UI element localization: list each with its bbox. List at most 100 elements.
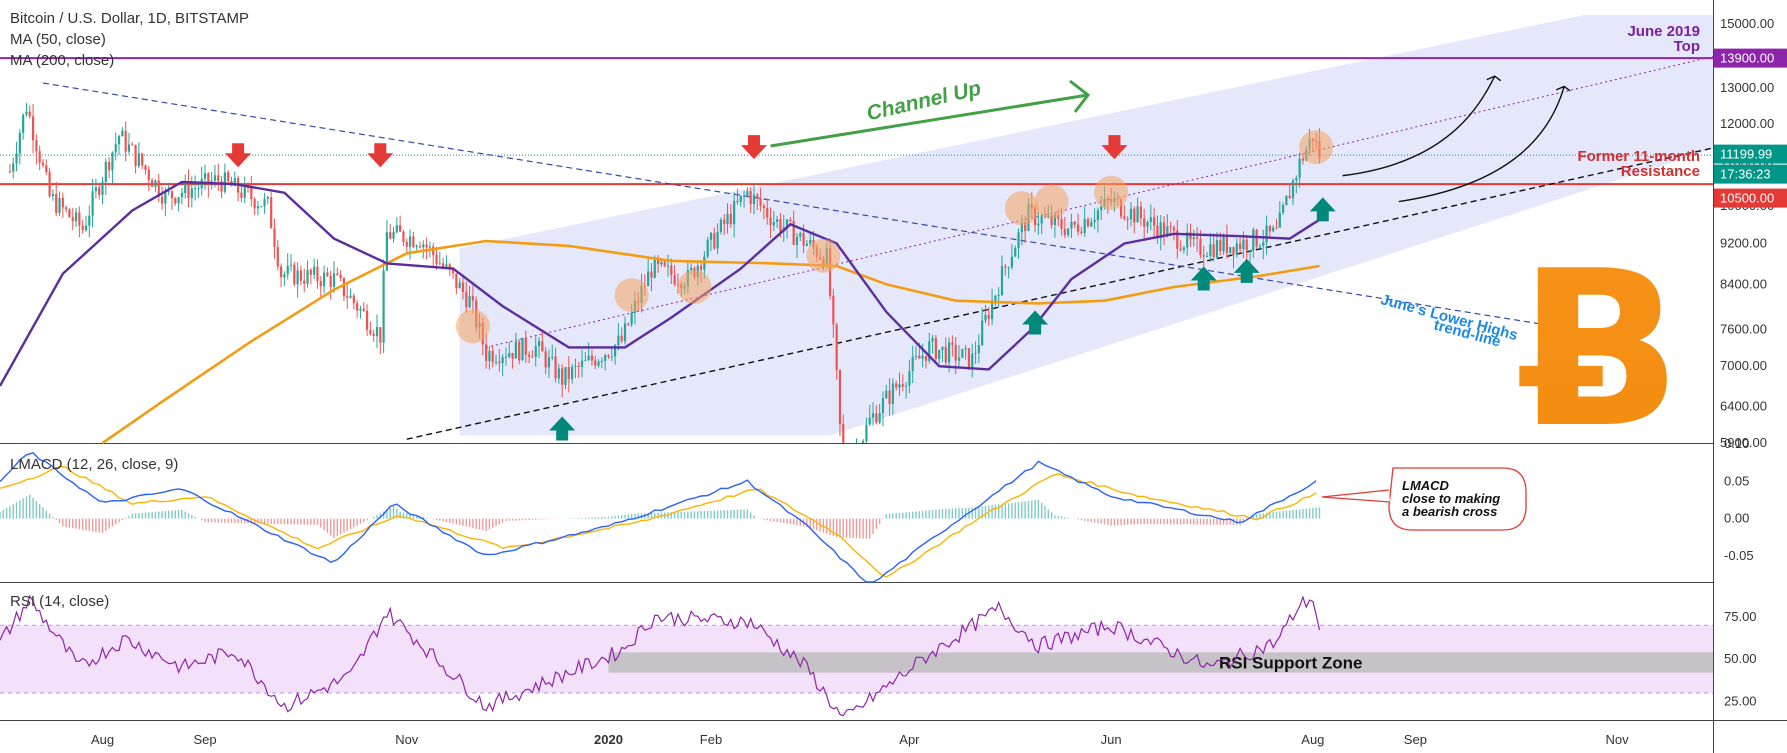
candle-body bbox=[1205, 256, 1209, 258]
candle-body bbox=[61, 197, 64, 208]
candle-body bbox=[828, 248, 832, 296]
macd-tick-label: 0.10 bbox=[1724, 436, 1749, 451]
candle-body bbox=[660, 262, 663, 265]
candle-body bbox=[508, 352, 511, 357]
candle-body bbox=[584, 359, 587, 361]
candle-body bbox=[256, 206, 260, 209]
candle-body bbox=[369, 329, 372, 334]
candle-body bbox=[157, 180, 160, 197]
price-tag-label: 11199.99 bbox=[1720, 147, 1772, 162]
candle-body bbox=[590, 355, 594, 361]
candle-body bbox=[587, 355, 590, 360]
candle-body bbox=[289, 264, 293, 266]
candle-body bbox=[574, 365, 577, 367]
candle-body bbox=[1202, 255, 1205, 257]
candle-body bbox=[891, 383, 894, 404]
candle-body bbox=[190, 188, 193, 199]
candle-body bbox=[220, 181, 223, 192]
candle-body bbox=[600, 361, 603, 363]
candle-body bbox=[58, 197, 61, 213]
candle-body bbox=[385, 232, 389, 271]
candle-body bbox=[779, 219, 782, 232]
candle-body bbox=[270, 197, 273, 229]
candle-body bbox=[408, 236, 412, 247]
candle-body bbox=[1176, 230, 1179, 249]
candle-body bbox=[445, 264, 448, 267]
candle-body bbox=[716, 232, 719, 249]
candle-body bbox=[1096, 210, 1100, 220]
candle-body bbox=[31, 116, 35, 141]
candle-body bbox=[217, 175, 220, 182]
candle-body bbox=[898, 384, 901, 388]
macd-tick-label: 0.05 bbox=[1724, 473, 1749, 488]
ma50-legend: MA (50, close) bbox=[10, 31, 106, 48]
candle-body bbox=[557, 368, 560, 379]
candle-body bbox=[332, 273, 336, 287]
candle-body bbox=[359, 308, 362, 311]
candle-body bbox=[293, 264, 296, 285]
candle-body bbox=[663, 262, 666, 266]
candle-body bbox=[207, 173, 210, 185]
candle-body bbox=[789, 219, 792, 221]
candle-body bbox=[127, 144, 131, 152]
bullish-arrow bbox=[1309, 197, 1336, 222]
bullish-arrow bbox=[549, 416, 576, 441]
candle-body bbox=[521, 337, 524, 361]
candle-body bbox=[1156, 225, 1159, 239]
candle-body bbox=[1199, 238, 1202, 256]
candle-body bbox=[944, 346, 947, 363]
rsi-title: RSI (14, close) bbox=[10, 593, 110, 610]
candle-body bbox=[987, 314, 990, 319]
candle-body bbox=[326, 272, 329, 276]
candle-body bbox=[802, 232, 805, 246]
candle-body bbox=[809, 239, 812, 244]
time-tick-label: Jun bbox=[1101, 732, 1122, 747]
candle-body bbox=[749, 191, 752, 205]
rsi-tick-label: 75.00 bbox=[1724, 609, 1757, 624]
candle-body bbox=[994, 295, 997, 301]
highlight-circle bbox=[614, 278, 649, 313]
candle-body bbox=[45, 165, 48, 173]
candle-body bbox=[564, 367, 567, 385]
candle-body bbox=[666, 265, 670, 267]
candle-body bbox=[974, 352, 977, 354]
candle-body bbox=[623, 323, 627, 342]
candle-body bbox=[1067, 228, 1070, 236]
candle-body bbox=[160, 196, 164, 204]
macd-signal-line bbox=[0, 465, 1317, 578]
candle-body bbox=[580, 360, 584, 367]
candle-body bbox=[71, 217, 74, 222]
candle-body bbox=[514, 341, 517, 359]
candle-body bbox=[273, 228, 276, 248]
candle-body bbox=[177, 197, 180, 204]
candle-body bbox=[878, 413, 881, 423]
candle-body bbox=[372, 333, 375, 337]
candle-body bbox=[458, 282, 461, 289]
time-tick-label: Nov bbox=[1606, 732, 1630, 747]
candle-body bbox=[1179, 248, 1182, 251]
lmacd-callout-text: a bearish cross bbox=[1402, 504, 1497, 519]
candle-body bbox=[1070, 221, 1073, 229]
candle-body bbox=[1162, 222, 1166, 237]
candle-body bbox=[170, 191, 174, 199]
candle-body bbox=[94, 187, 98, 192]
candle-body bbox=[554, 356, 557, 379]
price-tag-label: 13900.00 bbox=[1720, 51, 1774, 66]
candle-body bbox=[832, 295, 835, 325]
candle-body bbox=[1100, 206, 1103, 211]
candle-body bbox=[653, 258, 656, 278]
candle-body bbox=[167, 191, 170, 193]
macd-line bbox=[0, 452, 1317, 583]
rsi-tick-label: 50.00 bbox=[1724, 651, 1757, 666]
candle-body bbox=[213, 175, 217, 181]
candle-body bbox=[1129, 208, 1133, 220]
candle-body bbox=[838, 369, 842, 425]
candle-body bbox=[74, 212, 78, 222]
candle-body bbox=[1126, 218, 1129, 220]
ma200-legend: MA (200, close) bbox=[10, 52, 115, 69]
candle-body bbox=[137, 153, 140, 167]
candle-body bbox=[442, 263, 445, 267]
projection-curve bbox=[1398, 86, 1565, 203]
candle-body bbox=[164, 191, 167, 204]
channel-up-arrowhead bbox=[1069, 79, 1091, 113]
